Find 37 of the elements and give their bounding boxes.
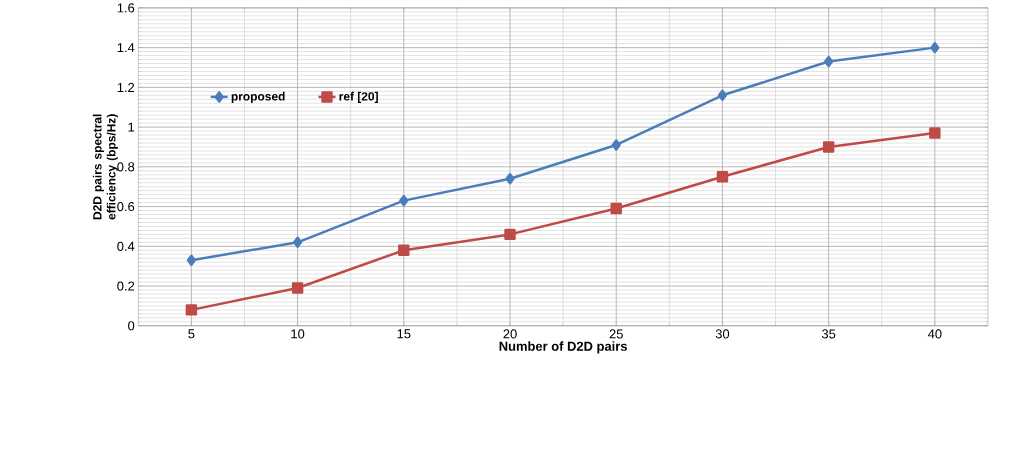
y-tick-label: 0.4 <box>117 241 135 251</box>
x-tick-label: 25 <box>609 329 623 339</box>
point <box>930 41 940 54</box>
x-tick-label: 20 <box>503 329 517 339</box>
point <box>292 236 303 249</box>
x-tick-label: 10 <box>291 329 305 339</box>
y-tick-label: 1.6 <box>117 3 135 13</box>
point <box>186 254 196 266</box>
point <box>611 139 621 151</box>
legend-label: ref [20] <box>339 91 378 103</box>
y-axis-title: D2D pairs spectral efficiency (bps/Hz) <box>92 114 118 220</box>
point <box>398 244 410 256</box>
x-tick-label: 35 <box>821 329 836 339</box>
x-tick-label: 30 <box>715 329 730 339</box>
point <box>504 228 516 241</box>
y-tick-label: 0 <box>128 321 135 331</box>
y-tick-label: 1.4 <box>117 43 135 53</box>
point <box>716 171 729 183</box>
point <box>291 282 304 294</box>
x-axis-title: Number of D2D pairs <box>499 341 627 354</box>
x-tick-label: 40 <box>927 329 942 339</box>
y-tick-label: 0.2 <box>117 281 135 291</box>
y-tick-label: 0.8 <box>117 162 135 172</box>
x-tick-label: 15 <box>397 329 411 339</box>
point <box>929 127 941 139</box>
y-tick-label: 1.2 <box>117 82 135 92</box>
point <box>824 55 834 68</box>
point <box>399 194 409 207</box>
point <box>610 202 622 215</box>
x-tick-label: 5 <box>188 329 195 339</box>
point <box>717 89 728 102</box>
point <box>505 173 515 185</box>
point <box>185 304 198 316</box>
y-tick-label: 1 <box>128 122 135 132</box>
y-tick-label: 0.6 <box>117 201 135 212</box>
legend-label: proposed <box>231 91 285 103</box>
point <box>822 141 835 153</box>
